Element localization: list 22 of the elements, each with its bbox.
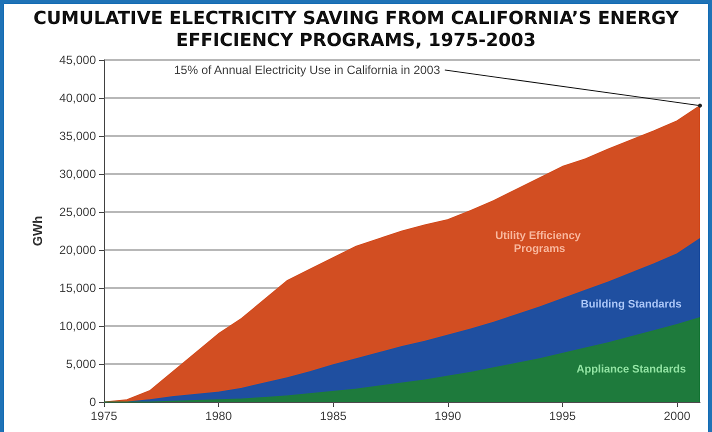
y-tick-label: 45,000 xyxy=(59,53,96,67)
y-tick-label: 30,000 xyxy=(59,167,96,181)
series-label: Utility Efficiency Programs xyxy=(495,230,584,255)
x-tick-label: 2000 xyxy=(664,409,691,423)
x-tick-label: 1980 xyxy=(205,409,232,423)
x-tick-label: 1990 xyxy=(434,409,462,423)
series-label: Appliance Standards xyxy=(576,363,686,376)
y-tick-label: 5,000 xyxy=(66,357,96,371)
chart-title: CUMULATIVE ELECTRICITY SAVING FROM CALIFORNIA’S ENERGY EFFICIENCY PROGRAMS, 1975-2003 xyxy=(32,7,680,52)
y-tick-label: 10,000 xyxy=(59,319,96,333)
y-tick-label: 25,000 xyxy=(59,205,96,219)
x-tick-label: 1995 xyxy=(549,409,576,423)
x-tick-label: 1985 xyxy=(320,409,347,423)
series-label: Building Standards xyxy=(580,298,682,311)
x-tick-label: 1975 xyxy=(90,409,118,423)
y-tick-label: 0 xyxy=(89,395,96,409)
annotation: 15% of Annual Electricity Use in California in 2003 xyxy=(174,63,440,77)
y-axis-title: GWh xyxy=(30,216,45,246)
y-tick-label: 40,000 xyxy=(59,91,96,105)
y-tick-label: 35,000 xyxy=(59,129,96,143)
y-tick-label: 20,000 xyxy=(59,243,96,257)
y-tick-label: 15,000 xyxy=(59,281,96,295)
